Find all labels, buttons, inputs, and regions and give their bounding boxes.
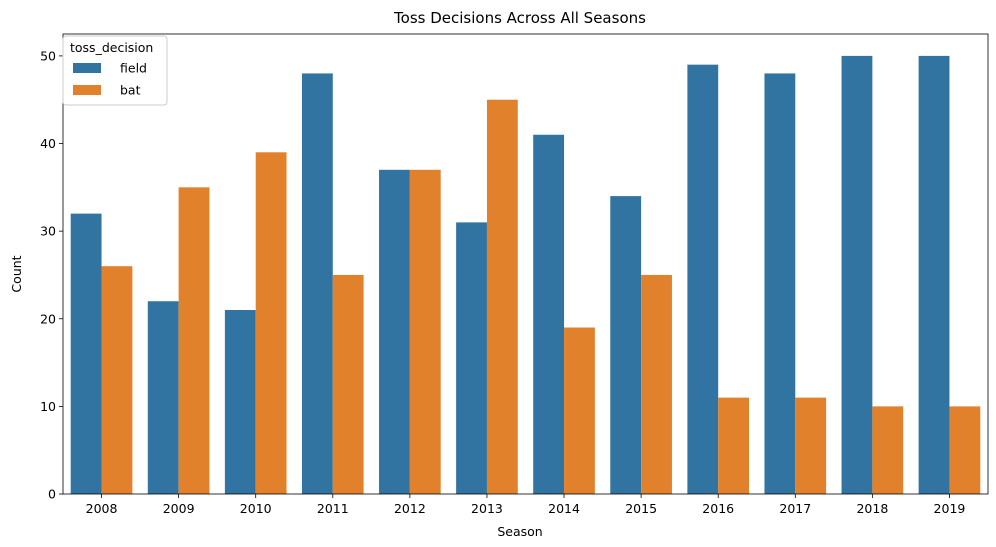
bar-bat-2019 [949, 406, 981, 494]
x-tick-label: 2012 [394, 501, 426, 516]
bar-field-2015 [610, 196, 642, 494]
chart-title: Toss Decisions Across All Seasons [393, 9, 646, 27]
bar-bat-2017 [795, 397, 827, 494]
y-tick-label: 40 [40, 136, 56, 151]
y-tick-label: 10 [40, 399, 56, 414]
bar-field-2019 [918, 55, 950, 495]
bar-field-2013 [456, 222, 487, 494]
bar-field-2011 [301, 73, 333, 495]
y-tick-label: 30 [40, 224, 56, 239]
x-axis-title: Season [497, 524, 542, 539]
x-tick-label: 2008 [86, 501, 118, 516]
legend-swatch-field [73, 63, 101, 73]
plot-frame [62, 33, 989, 495]
bar-bat-2010 [255, 152, 287, 495]
bar-bat-2008 [101, 266, 133, 494]
bar-field-2017 [764, 73, 796, 495]
bar-bat-2009 [178, 187, 210, 494]
bar-bat-2015 [641, 274, 672, 494]
y-tick-label: 0 [48, 487, 56, 502]
y-tick-label: 50 [40, 48, 56, 63]
legend-label-bat: bat [120, 83, 141, 98]
x-tick-label: 2015 [625, 501, 657, 516]
x-tick-label: 2018 [856, 501, 888, 516]
x-tick-label: 2009 [163, 501, 195, 516]
bar-bat-2016 [718, 397, 750, 494]
x-tick-label: 2013 [471, 501, 503, 516]
x-tick-label: 2019 [934, 501, 966, 516]
bar-bat-2011 [332, 274, 364, 494]
bar-field-2018 [841, 55, 873, 495]
bar-field-2016 [687, 64, 719, 495]
bar-bat-2018 [872, 406, 904, 494]
legend: toss_decision field bat [62, 35, 168, 106]
bar-field-2012 [379, 169, 410, 494]
x-tick-label: 2016 [702, 501, 734, 516]
x-tick-label: 2011 [317, 501, 349, 516]
y-tick-label: 20 [40, 311, 56, 326]
legend-items: field bat [73, 61, 147, 98]
bar-field-2009 [147, 301, 179, 494]
legend-swatch-bat [73, 85, 101, 95]
bar-bat-2013 [486, 99, 518, 495]
bar-bat-2012 [409, 169, 441, 494]
axes: 0 10 20 30 40 50 2008 2009 2010 2011 2012 2013 2014 2… [40, 33, 989, 516]
legend-title: toss_decision [70, 40, 153, 55]
bar-field-2010 [224, 310, 256, 494]
y-axis-title: Count [9, 255, 24, 292]
bar-field-2008 [70, 213, 102, 494]
x-tick-label: 2017 [779, 501, 811, 516]
legend-label-field: field [120, 61, 147, 76]
x-tick-label: 2010 [240, 501, 272, 516]
bar-field-2014 [533, 134, 565, 494]
bar-bat-2014 [564, 327, 595, 494]
bars [70, 55, 981, 495]
x-tick-label: 2014 [548, 501, 580, 516]
